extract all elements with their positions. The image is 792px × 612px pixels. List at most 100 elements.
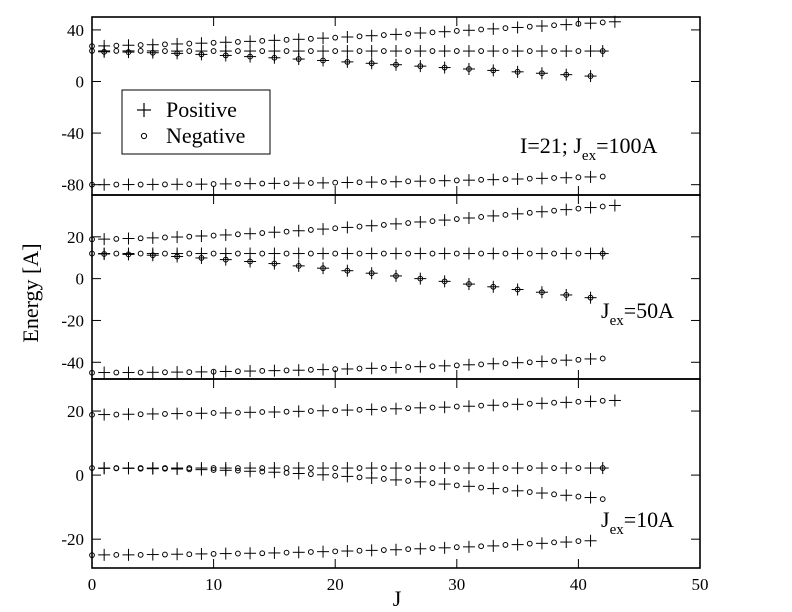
data-point-circle [429, 218, 436, 225]
data-point-circle [89, 552, 95, 559]
data-point-plus [560, 288, 573, 301]
legend-box [121, 89, 271, 155]
data-point-circle [453, 48, 460, 54]
y-tick-label: 20 [67, 402, 84, 421]
data-point-plus [98, 366, 111, 379]
data-point-plus [365, 267, 378, 280]
data-point-circle [502, 48, 509, 54]
data-point-circle [405, 250, 412, 257]
data-point-plus [487, 173, 500, 186]
data-point-plus [414, 215, 427, 228]
data-point-plus [390, 543, 402, 556]
data-point-circle [599, 397, 606, 404]
y-tick-label: -20 [61, 311, 84, 330]
data-point-circle [162, 48, 168, 54]
data-point-circle [332, 465, 339, 471]
data-point-plus [219, 365, 232, 378]
data-point-circle [453, 403, 460, 410]
data-point-circle [429, 48, 436, 54]
data-point-circle [478, 543, 485, 550]
data-point-plus [244, 255, 257, 268]
series-positive-lower [98, 462, 597, 504]
data-point-plus [341, 264, 354, 277]
data-point-circle [186, 410, 193, 417]
data-point-circle [599, 355, 606, 362]
data-point-plus [195, 251, 208, 264]
data-point-circle [526, 489, 533, 495]
data-point-circle [526, 250, 533, 257]
data-point-circle [235, 467, 241, 474]
data-point-plus [292, 224, 305, 237]
data-point-plus [219, 406, 232, 419]
data-point-plus [560, 462, 573, 475]
data-point-plus [560, 68, 573, 81]
data-point-plus [390, 45, 402, 58]
data-point-circle [186, 250, 193, 257]
data-point-plus [438, 247, 451, 260]
data-point-plus [122, 548, 135, 561]
data-point-circle [174, 50, 181, 57]
data-point-circle [575, 205, 582, 212]
data-point-circle [332, 34, 339, 41]
data-point-plus [292, 364, 305, 377]
data-point-plus [292, 247, 305, 260]
data-point-plus [171, 366, 184, 379]
data-point-plus [317, 247, 330, 260]
data-point-plus [608, 394, 621, 407]
data-point-circle [137, 181, 144, 188]
data-point-circle [575, 20, 582, 27]
chart-panels: 400-40-80I=21; Jex=100A200-20-40Jex=50A2… [61, 15, 701, 569]
data-point-plus [608, 199, 621, 212]
data-point-plus [487, 462, 500, 475]
series-positive-bottom [98, 352, 597, 379]
data-point-circle [149, 252, 156, 259]
data-point-circle [259, 48, 266, 54]
data-point-circle [599, 19, 606, 26]
data-point-circle [551, 539, 557, 546]
panel-frame [91, 378, 701, 569]
legend-entry-negative: Negative [140, 123, 245, 148]
data-point-circle [320, 265, 326, 272]
data-point-plus [317, 363, 330, 376]
data-point-plus [365, 219, 378, 232]
data-point-plus [122, 178, 135, 191]
data-point-plus [195, 547, 208, 560]
data-point-plus [268, 257, 281, 270]
data-point-plus [584, 45, 597, 58]
data-point-plus [268, 466, 281, 479]
data-point-circle [210, 48, 217, 54]
data-point-circle [210, 181, 217, 187]
data-point-circle [429, 363, 436, 370]
data-point-plus [487, 539, 500, 552]
data-point-plus [414, 45, 427, 58]
data-point-circle [162, 250, 168, 257]
data-point-circle [235, 231, 241, 238]
data-point-circle [539, 289, 545, 296]
data-point-circle [417, 63, 424, 70]
data-point-plus [98, 247, 111, 260]
data-point-plus [341, 30, 354, 43]
data-point-plus [365, 403, 378, 416]
data-point-circle [307, 48, 314, 54]
data-point-circle [380, 547, 387, 553]
data-point-plus [171, 178, 184, 191]
data-point-plus [438, 25, 451, 38]
data-point-circle [210, 39, 217, 46]
data-point-circle [380, 222, 387, 228]
data-point-circle [368, 270, 375, 277]
data-point-circle [283, 180, 290, 187]
data-point-plus [584, 17, 597, 30]
series-positive-upper [98, 394, 621, 421]
data-point-circle [478, 214, 485, 220]
data-point-circle [563, 292, 570, 298]
data-point-circle [551, 399, 557, 406]
data-point-circle [502, 176, 509, 183]
data-point-circle [210, 551, 217, 557]
data-point-circle [210, 250, 217, 257]
y-axis-label: Energy [A] [18, 243, 43, 342]
data-point-plus [487, 280, 500, 293]
x-tick-label: 0 [88, 575, 97, 594]
data-point-circle [405, 48, 412, 54]
data-point-plus [98, 178, 111, 191]
data-point-plus [390, 247, 402, 260]
